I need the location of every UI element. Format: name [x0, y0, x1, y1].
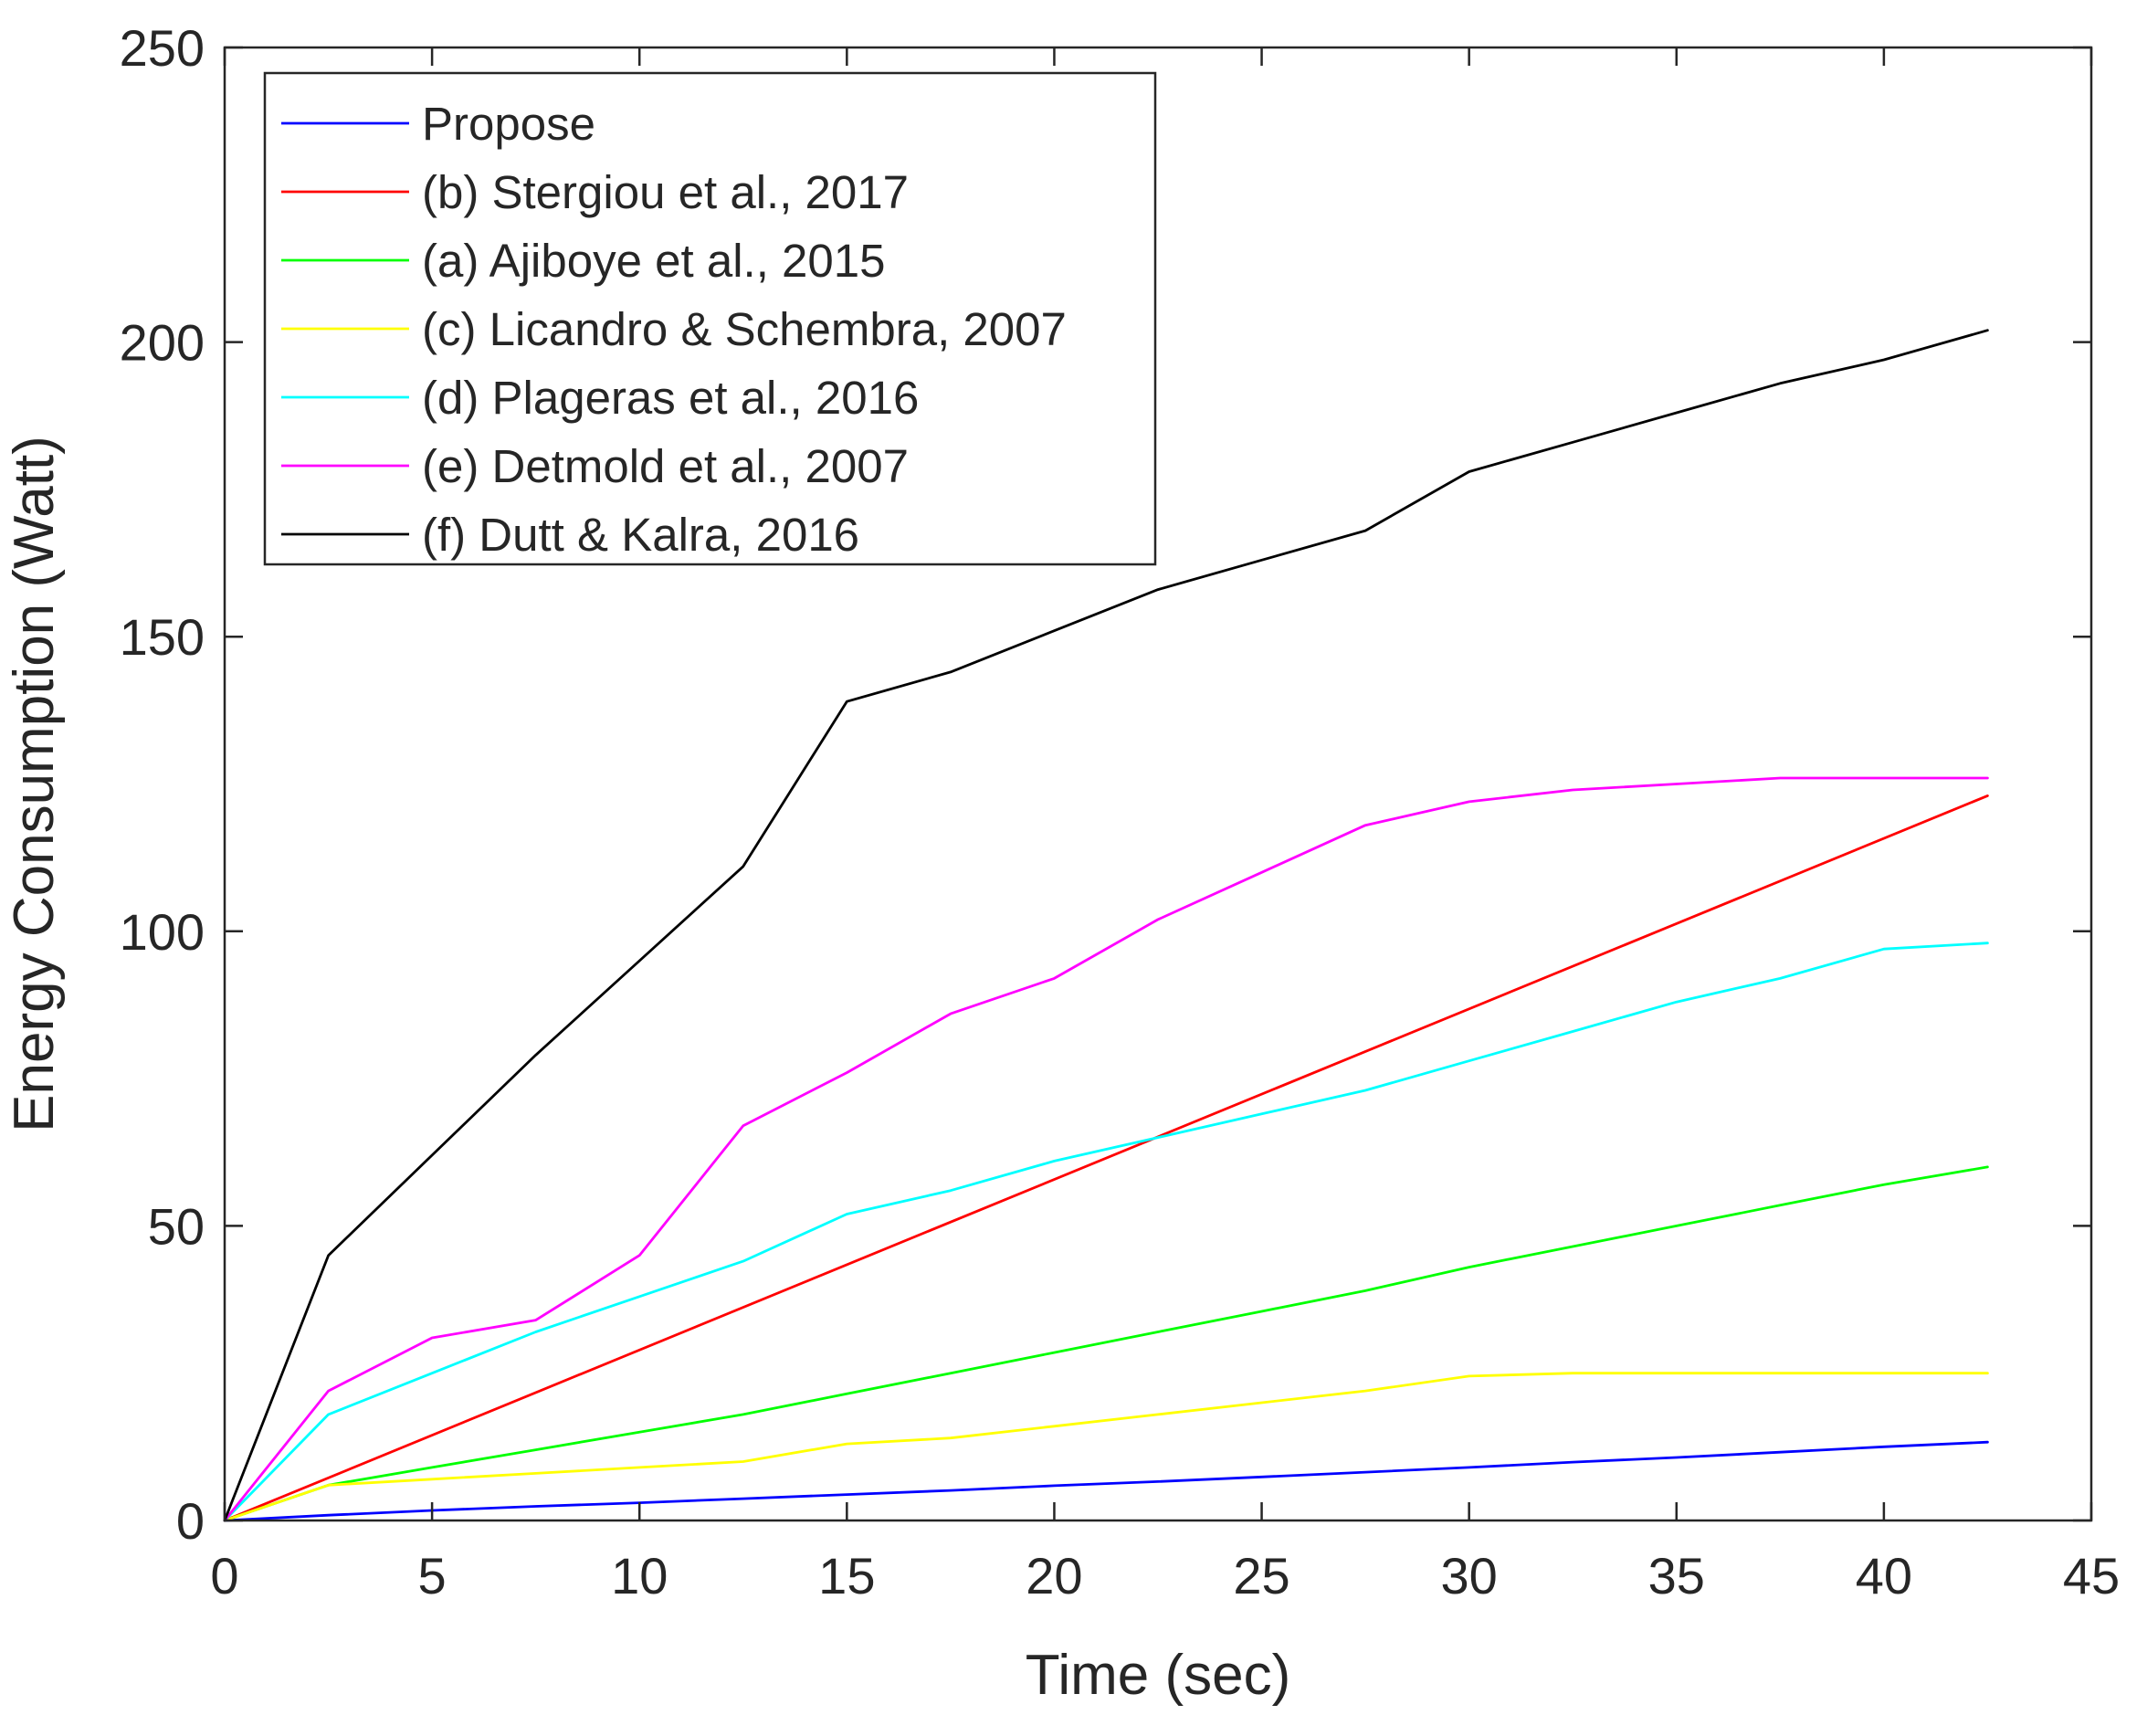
- series-line-6: [223, 329, 1989, 1522]
- x-tick-label: 10: [611, 1547, 668, 1604]
- y-tick-label: 150: [120, 608, 205, 666]
- y-tick-label: 250: [120, 19, 205, 77]
- legend-label-6: (f) Dutt & Kalra, 2016: [422, 509, 859, 561]
- legend-label-2: (a) Ajiboye et al., 2015: [422, 235, 886, 287]
- series-line-2: [223, 1165, 1989, 1522]
- y-tick-label: 50: [148, 1197, 205, 1255]
- y-axis-title: Energy Consumption (Watt): [3, 436, 66, 1132]
- series-group: [223, 329, 1989, 1522]
- legend-label-3: (c) Licandro & Schembra, 2007: [422, 303, 1067, 355]
- x-tick-label: 25: [1233, 1547, 1289, 1604]
- series-line-3: [223, 1372, 1989, 1522]
- y-tick-labels: 0 50 100 150 200 250: [120, 19, 205, 1550]
- x-tick-label: 30: [1441, 1547, 1498, 1604]
- series-line-1: [223, 794, 1989, 1522]
- y-tick-label: 0: [176, 1492, 205, 1550]
- x-tick-label: 0: [210, 1547, 238, 1604]
- x-tick-labels: 0 5 10 15 20 25 30 35 40 45: [210, 1547, 2120, 1604]
- legend-label-5: (e) Detmold et al., 2007: [422, 440, 909, 492]
- y-tick-label: 100: [120, 903, 205, 961]
- legend: Propose (b) Stergiou et al., 2017 (a) Ajib…: [263, 71, 1157, 566]
- tick-marks-group: [223, 46, 2093, 1522]
- x-tick-label: 5: [418, 1547, 447, 1604]
- x-tick-label: 40: [1856, 1547, 1912, 1604]
- series-line-4: [223, 942, 1989, 1522]
- legend-label-4: (d) Plageras et al., 2016: [422, 372, 919, 424]
- series-line-0: [223, 1440, 1989, 1522]
- series-line-5: [223, 776, 1989, 1522]
- x-tick-label: 15: [818, 1547, 875, 1604]
- legend-box: [263, 71, 1157, 566]
- y-tick-label: 200: [120, 314, 205, 372]
- x-tick-label: 45: [2063, 1547, 2120, 1604]
- x-axis-title: Time (sec): [1026, 1644, 1290, 1707]
- legend-label-1: (b) Stergiou et al., 2017: [422, 166, 909, 218]
- x-tick-label: 35: [1648, 1547, 1705, 1604]
- legend-label-0: Propose: [422, 98, 595, 150]
- x-tick-label: 20: [1026, 1547, 1082, 1604]
- plot-area-frame: [223, 46, 2093, 1522]
